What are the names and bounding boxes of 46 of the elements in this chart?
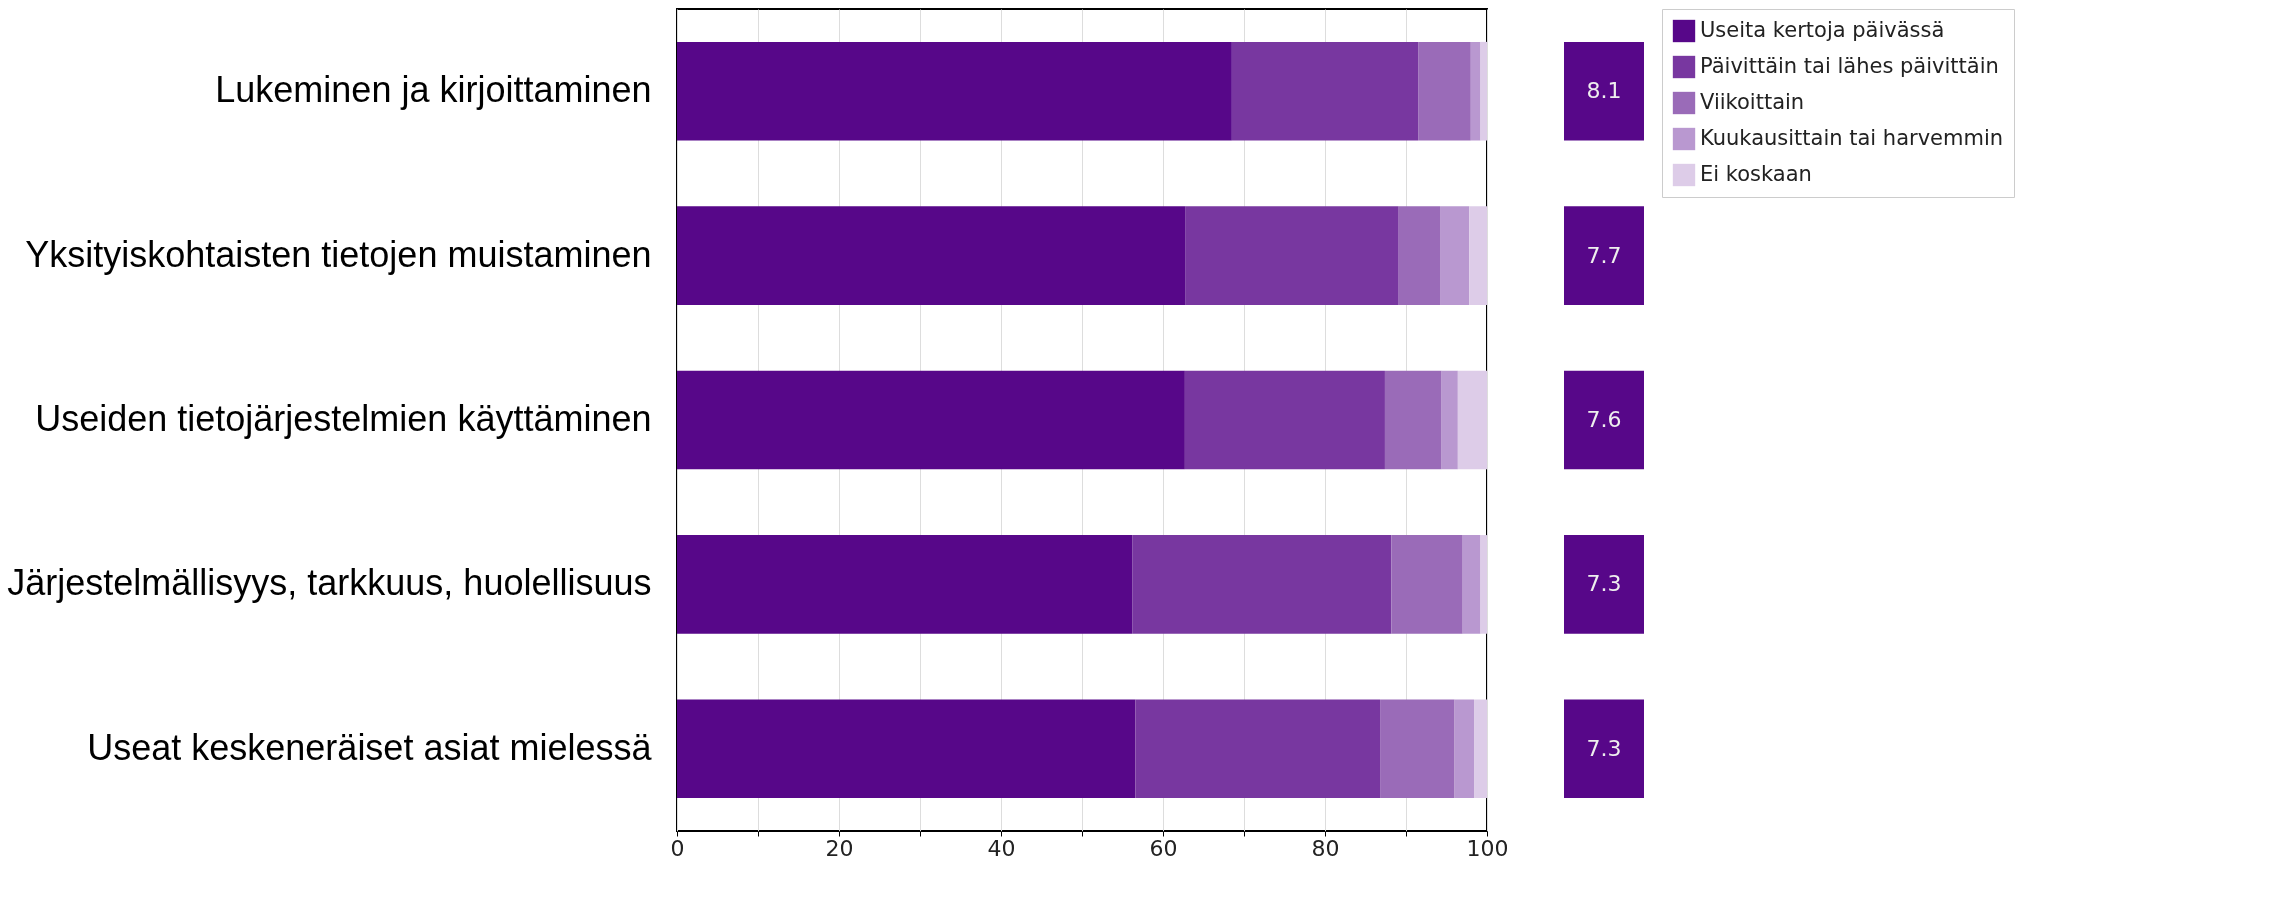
bar <box>1441 370 1458 470</box>
legend-label: Päivittäin tai lähes päivittäin <box>1700 54 1999 78</box>
bar <box>1135 699 1381 799</box>
bar <box>677 535 1133 634</box>
y-tick-label: Yksityiskohtaisten tietojen muistaminen <box>25 233 652 275</box>
bar <box>1474 699 1487 799</box>
legend-label: Ei koskaan <box>1700 162 1812 186</box>
y-tick-label: Useiden tietojärjestelmien käyttäminen <box>35 398 652 439</box>
x-tick-label: 40 <box>987 835 1016 861</box>
bar <box>1480 41 1487 141</box>
bar <box>1380 699 1455 799</box>
bar <box>677 41 1232 141</box>
bar <box>1384 370 1442 470</box>
bar <box>1418 41 1471 141</box>
bar <box>1185 206 1399 305</box>
bar <box>1440 206 1470 305</box>
bar <box>1184 370 1385 470</box>
bar <box>1470 41 1481 141</box>
bar <box>1469 206 1487 305</box>
bar <box>1480 535 1487 634</box>
bar <box>1231 41 1419 141</box>
bar <box>677 370 1185 470</box>
text: 7.3 <box>1586 571 1622 597</box>
y-tick-label: Järjestelmällisyys, tarkkuus, huolellisuus <box>7 562 652 604</box>
x-tick-label: 20 <box>825 835 854 861</box>
x-tick-label: 60 <box>1149 835 1178 861</box>
bar <box>1462 535 1481 634</box>
x-tick-label: 80 <box>1311 835 1340 861</box>
y-tick-label: Useat keskeneräiset asiat mielessä <box>87 726 653 768</box>
text: 7.7 <box>1586 242 1622 268</box>
x-tick-label: 100 <box>1466 835 1509 861</box>
text: 7.6 <box>1586 407 1622 432</box>
legend-label: Viikoittain <box>1700 90 1805 114</box>
bar <box>1398 206 1441 305</box>
legend-label: Useita kertoja päivässä <box>1700 18 1945 42</box>
bar <box>1457 370 1487 470</box>
bar <box>677 699 1136 799</box>
y-tick-label: Lukeminen ja kirjoittaminen <box>215 69 652 111</box>
bar <box>1454 699 1475 799</box>
bar <box>1132 535 1392 634</box>
text: 8.1 <box>1586 78 1622 104</box>
bar <box>1391 535 1463 634</box>
legend-label: Kuukausittain tai harvemmin <box>1700 126 2004 150</box>
x-tick-label: 0 <box>670 835 685 861</box>
bar <box>677 206 1186 305</box>
text: 7.3 <box>1586 735 1622 761</box>
